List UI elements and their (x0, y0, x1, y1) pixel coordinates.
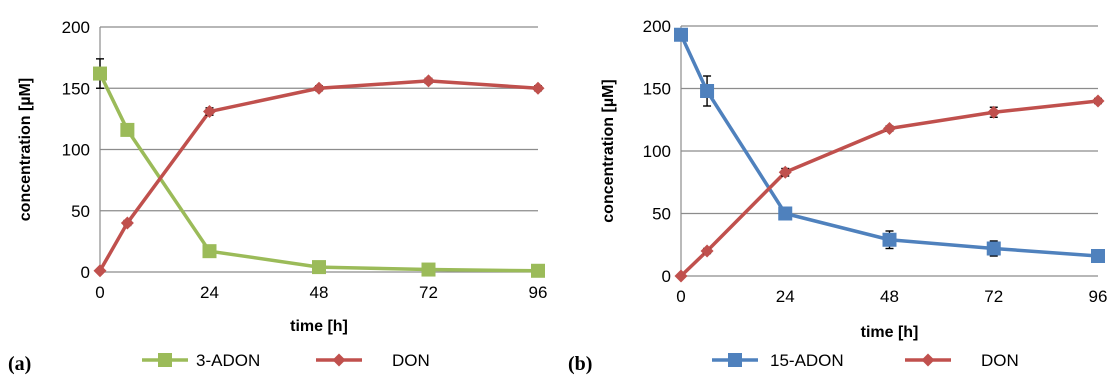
legend-label: DON (981, 351, 1019, 370)
data-point (312, 260, 326, 275)
series-3-adon (93, 58, 545, 278)
series-line (98, 79, 539, 272)
x-tick-label: 0 (95, 283, 104, 302)
data-point (202, 244, 217, 259)
data-point (883, 122, 896, 135)
x-tick-label: 0 (676, 287, 685, 306)
legend-label: 3-ADON (196, 351, 260, 370)
panel-a: 0 50 100 150 200 0 24 48 72 96 time [h] concentrati… (8, 18, 547, 375)
data-point (1091, 94, 1105, 108)
data-point (312, 81, 326, 95)
data-point (93, 66, 107, 81)
legend-swatch-marker (728, 353, 742, 367)
series-don (93, 74, 545, 278)
x-axis-title: time [h] (290, 318, 348, 335)
data-point (1091, 249, 1105, 263)
data-point (422, 74, 435, 88)
data-point (778, 165, 792, 179)
x-tick-label: 48 (310, 283, 329, 302)
data-point (986, 241, 1001, 256)
legend-item: DON (316, 351, 430, 370)
data-point (700, 244, 714, 258)
series-line (679, 34, 1099, 258)
data-point (778, 206, 793, 221)
legend-swatch-marker (921, 353, 935, 367)
y-tick-label: 150 (62, 79, 90, 98)
y-tick-label: 200 (62, 18, 90, 37)
x-tick-label: 72 (419, 283, 438, 302)
legend-item: 3-ADON (142, 351, 260, 370)
x-tick-label: 96 (529, 283, 548, 302)
y-tick-label: 0 (81, 263, 90, 282)
data-point (531, 263, 545, 278)
data-point (203, 105, 216, 119)
x-tick-label: 24 (200, 283, 219, 302)
y-axis-title: concentration [µM] (17, 78, 34, 221)
y-tick-label: 100 (62, 141, 90, 160)
legend-label: DON (392, 351, 430, 370)
series-don (674, 94, 1105, 283)
x-tick-label: 96 (1089, 287, 1108, 306)
y-axis-title: concentration [µM] (600, 79, 617, 222)
legend-swatch-marker (332, 353, 346, 367)
data-point (674, 27, 688, 42)
y-tick-label: 50 (652, 205, 671, 224)
x-tick-label: 24 (776, 287, 795, 306)
y-tick-label: 100 (643, 142, 671, 161)
data-point (120, 122, 135, 137)
legend-swatch-marker (158, 353, 172, 367)
data-point (882, 232, 897, 247)
x-tick-label: 72 (984, 287, 1003, 306)
panel-b: 0 50 100 150 200 0 24 48 72 96 time [h] concentrati… (568, 17, 1107, 375)
data-point (531, 81, 545, 95)
data-point (700, 84, 715, 98)
data-point (674, 269, 688, 283)
y-tick-label: 150 (643, 80, 671, 99)
data-point (120, 216, 134, 230)
panel-label: (b) (568, 353, 592, 375)
y-tick-label: 0 (662, 267, 671, 286)
series-line (98, 72, 539, 273)
series-15-adon (674, 27, 1105, 263)
series-line (679, 99, 1099, 278)
legend-label: 15-ADON (770, 351, 844, 370)
legend-item: 15-ADON (712, 351, 844, 370)
data-point (987, 105, 1001, 119)
x-tick-label: 48 (880, 287, 899, 306)
panel-label: (a) (8, 353, 31, 375)
y-tick-label: 50 (71, 202, 90, 221)
data-point (421, 262, 436, 277)
y-tick-label: 200 (643, 17, 671, 36)
legend-item: DON (905, 351, 1019, 370)
data-point (93, 264, 107, 278)
x-axis-title: time [h] (861, 324, 919, 341)
